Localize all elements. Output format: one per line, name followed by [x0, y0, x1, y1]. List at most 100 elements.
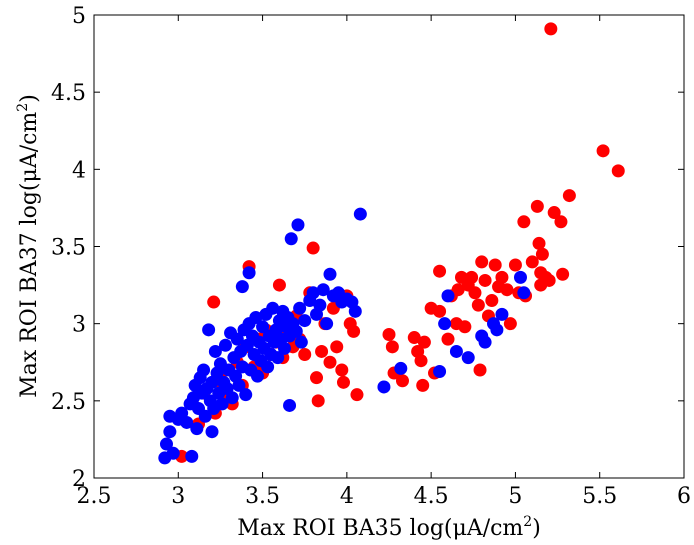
blue-data-point	[197, 363, 211, 377]
blue-data-point	[478, 335, 492, 349]
blue-data-point	[208, 344, 222, 358]
blue-data-point	[433, 365, 447, 379]
red-data-point	[517, 215, 531, 229]
red-data-point	[433, 304, 447, 318]
blue-data-point	[490, 323, 504, 337]
blue-data-point	[513, 270, 527, 284]
red-data-point	[310, 371, 324, 385]
blue-data-point	[166, 446, 180, 460]
red-data-point	[542, 273, 556, 287]
red-data-point	[508, 258, 522, 272]
blue-data-point	[266, 301, 280, 315]
blue-data-point	[256, 320, 270, 334]
red-data-point	[407, 331, 421, 345]
x-tick-label: 3.5	[245, 484, 280, 509]
y-axis-label: Max ROI BA37 log(μA/cm2)	[15, 94, 42, 398]
red-data-point	[323, 355, 337, 369]
blue-data-point	[251, 369, 265, 383]
blue-data-point	[190, 422, 204, 436]
blue-data-point	[293, 301, 307, 315]
blue-data-point	[235, 280, 249, 294]
red-data-point	[417, 335, 431, 349]
red-data-point	[350, 388, 364, 402]
blue-data-point	[202, 323, 216, 337]
red-data-point	[530, 199, 544, 213]
blue-data-point	[320, 317, 334, 331]
blue-data-point	[163, 425, 177, 439]
red-data-point	[433, 264, 447, 278]
red-data-point	[532, 236, 546, 250]
red-data-point	[330, 340, 344, 354]
x-tick-label: 2.5	[77, 484, 112, 509]
blue-data-point	[215, 397, 229, 411]
blue-data-point	[306, 286, 320, 300]
blue-data-point	[249, 310, 263, 324]
red-data-point	[335, 363, 349, 377]
red-data-point	[554, 215, 568, 229]
blue-data-point	[289, 324, 303, 338]
red-data-point	[441, 332, 455, 346]
red-data-point	[596, 144, 610, 158]
x-tick-label: 4	[340, 484, 354, 509]
red-data-point	[473, 363, 487, 377]
blue-data-point	[242, 266, 256, 280]
red-data-point	[298, 348, 312, 362]
y-tick-label: 2	[72, 467, 86, 492]
blue-data-point	[291, 218, 305, 232]
red-data-point	[495, 270, 509, 284]
red-data-point	[478, 273, 492, 287]
blue-data-point	[441, 289, 455, 303]
blue-data-point	[180, 415, 194, 429]
blue-data-point	[283, 398, 297, 412]
blue-data-point	[495, 307, 509, 321]
x-tick-label: 5	[508, 484, 522, 509]
red-data-point	[556, 267, 570, 281]
blue-data-point	[449, 344, 463, 358]
blue-data-point	[159, 437, 173, 451]
red-data-point	[468, 286, 482, 300]
red-data-point	[562, 189, 576, 203]
red-data-point	[336, 375, 350, 389]
y-tick-label: 3.5	[51, 236, 86, 261]
red-data-point	[385, 340, 399, 354]
x-tick-label: 5.5	[582, 484, 617, 509]
red-data-point	[207, 295, 221, 309]
blue-data-point	[261, 360, 275, 374]
x-axis-ticks: 2.5 3 3.5 4 4.5 5 5.5 6	[77, 15, 691, 509]
blue-data-point	[205, 425, 219, 439]
red-data-point	[395, 374, 409, 388]
blue-data-point	[394, 361, 408, 375]
x-tick-label: 4.5	[414, 484, 449, 509]
blue-data-point	[271, 351, 285, 365]
red-data-point	[306, 241, 320, 255]
red-data-point	[315, 344, 329, 358]
blue-data-point	[316, 283, 330, 297]
red-data-point	[475, 255, 489, 269]
blue-data-point	[198, 409, 212, 423]
red-data-point	[416, 378, 430, 392]
y-tick-label: 5	[72, 4, 86, 29]
x-tick-label: 3	[171, 484, 185, 509]
blue-data-point	[185, 449, 199, 463]
blue-data-point	[353, 207, 367, 221]
blue-data-point	[225, 391, 239, 405]
blue-data-point	[313, 298, 327, 312]
red-data-point	[500, 283, 514, 297]
red-data-point	[458, 320, 472, 334]
blue-data-point	[284, 232, 298, 246]
blue-data-point	[277, 341, 291, 355]
y-tick-label: 2.5	[51, 390, 86, 415]
x-tick-label: 6	[677, 484, 691, 509]
red-data-point	[311, 394, 325, 408]
red-data-point	[451, 283, 465, 297]
blue-data-point	[298, 314, 312, 328]
red-data-point	[465, 270, 479, 284]
blue-data-point	[348, 304, 362, 318]
red-data-point	[544, 22, 558, 36]
red-data-point	[535, 247, 549, 261]
red-data-point	[503, 317, 517, 331]
y-axis-ticks: 2 2.5 3 3.5 4 4.5 5	[51, 4, 684, 492]
y-tick-label: 4.5	[51, 81, 86, 106]
blue-data-point	[377, 380, 391, 394]
